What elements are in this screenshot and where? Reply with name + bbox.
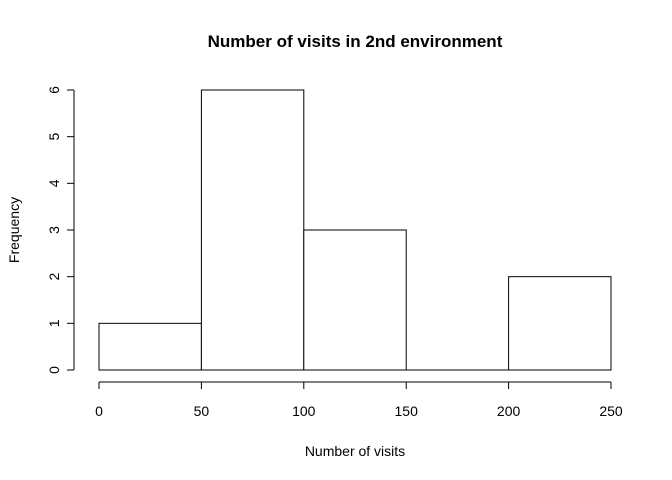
histogram-bar-4 xyxy=(508,276,612,371)
y-tick-label-0: 0 xyxy=(46,366,62,374)
y-axis: 0 1 2 3 4 5 6 xyxy=(46,86,75,374)
y-tick-label-1: 1 xyxy=(46,319,62,327)
y-axis-label: Frequency xyxy=(6,197,22,263)
x-axis-label: Number of visits xyxy=(305,443,405,459)
y-tick-label-4: 4 xyxy=(46,179,62,187)
y-tick-label-5: 5 xyxy=(46,133,62,141)
x-tick-label-4: 200 xyxy=(497,403,521,419)
x-tick-label-0: 0 xyxy=(95,403,103,419)
histogram-bar-2 xyxy=(303,229,407,371)
y-tick-label-2: 2 xyxy=(46,273,62,281)
histogram-bar-1 xyxy=(200,89,305,371)
y-tick-label-6: 6 xyxy=(46,86,62,94)
histogram-bars xyxy=(98,89,612,371)
x-tick-label-1: 50 xyxy=(194,403,210,419)
histogram-bar-0 xyxy=(98,322,202,371)
x-tick-label-2: 100 xyxy=(292,403,316,419)
x-tick-label-3: 150 xyxy=(395,403,419,419)
chart-title: Number of visits in 2nd environment xyxy=(208,32,503,51)
x-tick-label-5: 250 xyxy=(599,403,623,419)
x-axis: 0 50 100 150 200 250 xyxy=(95,381,623,419)
y-tick-label-3: 3 xyxy=(46,226,62,234)
